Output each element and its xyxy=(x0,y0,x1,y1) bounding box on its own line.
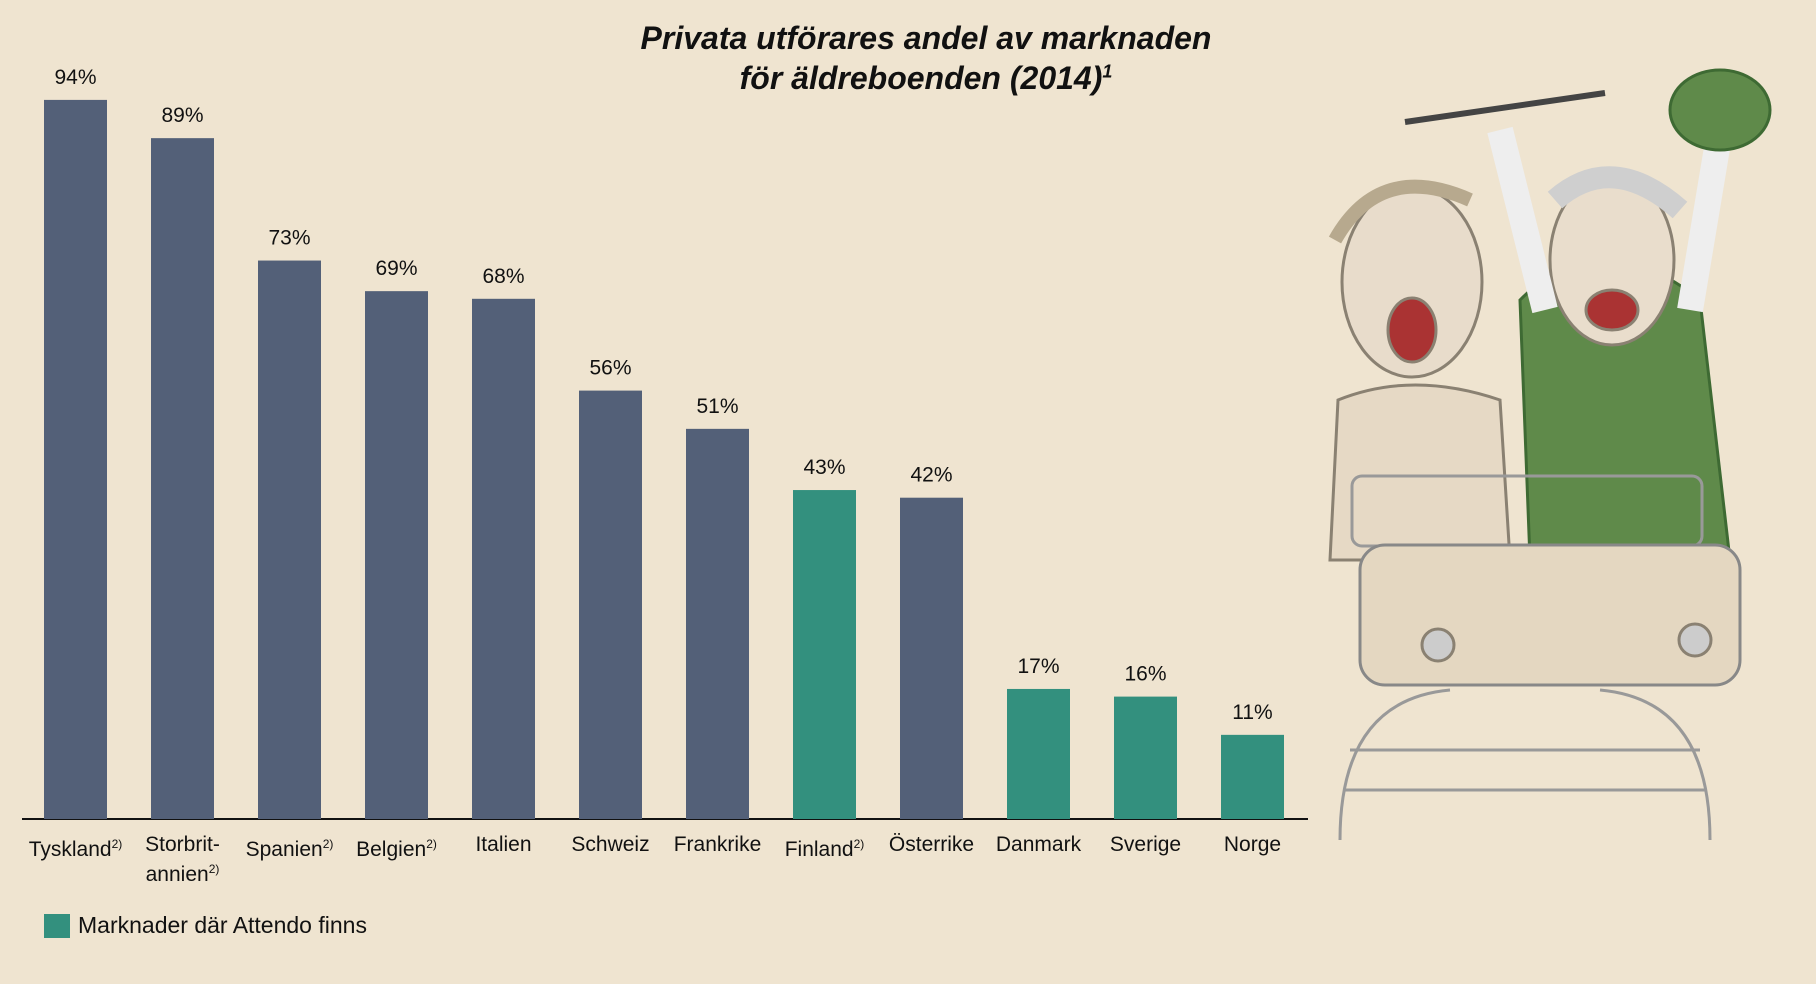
category-name: Norge xyxy=(1223,833,1282,856)
category-note: 2) xyxy=(111,837,123,851)
x-tick-label: Danmark xyxy=(987,832,1091,857)
category-name: Danmark xyxy=(995,833,1082,856)
chart-title-line: för äldreboenden (2014) xyxy=(739,60,1103,96)
x-tick-label: Spanien2) xyxy=(238,832,342,862)
bar xyxy=(1221,734,1284,819)
value-label: 94% xyxy=(54,66,96,89)
value-label: 42% xyxy=(910,464,952,487)
value-label: 69% xyxy=(375,257,417,280)
bar xyxy=(793,490,856,819)
value-label: 51% xyxy=(696,395,738,418)
x-tick-label: Österrike xyxy=(880,832,984,857)
legend-swatch xyxy=(44,913,70,938)
category-note: 2) xyxy=(208,862,220,876)
chart-title: Privata utförares andel av marknaden xyxy=(640,20,1212,56)
bar xyxy=(258,260,321,819)
value-label: 43% xyxy=(803,456,845,479)
category-name: Tyskland xyxy=(28,838,112,861)
value-label: 73% xyxy=(268,227,310,250)
category-name: Frankrike xyxy=(673,833,762,856)
category-name: Sverige xyxy=(1109,833,1182,856)
bar xyxy=(686,428,749,819)
bar xyxy=(151,138,214,819)
x-tick-label: Frankrike xyxy=(666,832,770,857)
category-name: Finland xyxy=(784,838,854,861)
bar xyxy=(472,298,535,819)
x-tick-label: Schweiz xyxy=(559,832,663,857)
value-label: 11% xyxy=(1232,701,1272,724)
x-tick-label: Italien xyxy=(452,832,556,857)
bar xyxy=(1114,696,1177,819)
bar xyxy=(44,99,107,819)
category-name: Schweiz xyxy=(571,833,650,856)
category-name: Spanien xyxy=(245,838,323,861)
category-name: Österrike xyxy=(888,833,975,856)
x-tick-label: Belgien2) xyxy=(345,832,449,862)
category-name: Italien xyxy=(475,833,532,856)
x-tick-label: Storbrit-annien2) xyxy=(131,832,235,887)
value-label: 17% xyxy=(1017,655,1059,678)
bar xyxy=(1007,688,1070,819)
x-tick-label: Finland2) xyxy=(773,832,877,862)
bar xyxy=(579,390,642,819)
value-label: 16% xyxy=(1124,663,1166,686)
category-name: Storbrit-annien xyxy=(145,833,220,886)
illustration xyxy=(1328,68,1772,841)
x-tick-label: Sverige xyxy=(1094,832,1198,857)
value-label: 56% xyxy=(589,357,631,380)
value-label: 89% xyxy=(161,104,203,127)
legend: Marknader där Attendo finns xyxy=(44,912,367,939)
x-tick-label: Norge xyxy=(1201,832,1305,857)
category-note: 2) xyxy=(853,837,865,851)
x-tick-label: Tyskland2) xyxy=(24,832,128,862)
bar xyxy=(365,291,428,819)
category-name: Belgien xyxy=(356,838,427,861)
value-label: 68% xyxy=(482,265,524,288)
chart-title: för äldreboenden (2014)1 xyxy=(526,60,1326,97)
bar xyxy=(900,497,963,819)
category-note: 2) xyxy=(426,837,437,851)
title-note: 1 xyxy=(1102,61,1113,82)
category-note: 2) xyxy=(322,837,334,851)
legend-label: Marknader där Attendo finns xyxy=(78,912,367,938)
